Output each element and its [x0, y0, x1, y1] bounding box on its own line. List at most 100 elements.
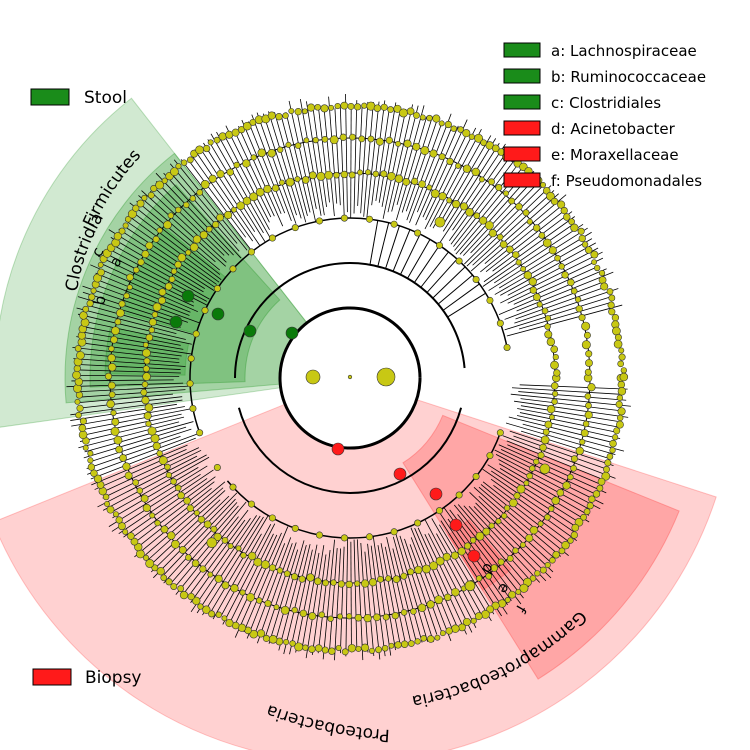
- leaf-node-large: [464, 580, 476, 592]
- leaf-node: [434, 595, 444, 605]
- leaf-node: [185, 249, 192, 256]
- leaf-node: [347, 644, 357, 653]
- leaf-node: [485, 572, 493, 580]
- leaf-node: [598, 269, 606, 277]
- leaf-node: [526, 218, 533, 225]
- leaf-node: [76, 351, 85, 360]
- leaf-node: [394, 174, 404, 184]
- leaf-node: [516, 484, 526, 494]
- leaf-node: [585, 402, 592, 409]
- leaf-node: [491, 601, 500, 610]
- leaf-node: [551, 398, 558, 405]
- leaf-node: [168, 276, 176, 283]
- leaf-node: [570, 287, 578, 295]
- leaf-node: [611, 314, 620, 322]
- leaf-node: [143, 411, 152, 420]
- leaf-node: [504, 597, 511, 603]
- leaf-node: [534, 570, 541, 577]
- leaf-node: [567, 278, 575, 287]
- leaf-node: [154, 519, 161, 527]
- leaf-node: [515, 259, 522, 266]
- leaf-node: [586, 502, 594, 510]
- leaf-node: [275, 113, 283, 121]
- leaf-node: [570, 465, 577, 472]
- leaf-node: [337, 613, 343, 620]
- leaf-node: [277, 146, 284, 153]
- leaf-node: [289, 640, 296, 647]
- leaf-node: [90, 469, 98, 477]
- leaf-node: [267, 111, 276, 120]
- leaf-node: [202, 605, 211, 614]
- leaf-node: [303, 137, 310, 144]
- leaf-node: [249, 192, 259, 202]
- inner-node: [213, 285, 221, 293]
- inner-node: [486, 296, 494, 304]
- leaf-node: [175, 206, 182, 214]
- leaf-node: [553, 369, 561, 377]
- leaf-node: [174, 484, 182, 492]
- group-legend-stool: Stool: [30, 88, 127, 108]
- leaf-node: [532, 224, 541, 232]
- leaf-node: [380, 170, 388, 178]
- leaf-node: [484, 220, 494, 230]
- leaf-node: [617, 407, 626, 416]
- leaf-node: [585, 350, 593, 358]
- leaf-node: [160, 574, 168, 582]
- leaf-node: [118, 227, 126, 235]
- leaf-node: [334, 102, 341, 110]
- leaf-node: [546, 337, 556, 347]
- leaf-node: [267, 148, 276, 158]
- inner-node: [496, 319, 504, 327]
- leaf-node: [164, 282, 173, 291]
- leaf-node: [197, 603, 204, 610]
- leaf-node: [592, 490, 601, 498]
- leaf-node: [438, 120, 445, 127]
- leaf-node: [152, 235, 160, 243]
- root-node-left: [305, 369, 321, 385]
- leaf-node: [394, 641, 402, 649]
- stool-marker-node: [181, 289, 195, 303]
- leaf-node: [144, 403, 154, 413]
- inner-node: [365, 533, 373, 541]
- leaf-node: [93, 273, 102, 283]
- leaf-node: [455, 162, 462, 169]
- leaf-node: [391, 612, 399, 620]
- leaf-node: [111, 326, 120, 336]
- leaf-node: [570, 223, 579, 232]
- leaf-node: [294, 142, 302, 149]
- leaf-node: [523, 271, 533, 280]
- leaf-node: [584, 246, 593, 254]
- leaf-node: [183, 496, 191, 505]
- leaf-node: [427, 635, 435, 643]
- leaf-node: [536, 301, 543, 308]
- leaf-node: [306, 573, 315, 582]
- inner-node: [187, 355, 195, 363]
- leaf-node: [93, 474, 103, 483]
- biopsy-marker-node: [449, 518, 463, 532]
- leaf-node: [193, 510, 200, 516]
- leaf-node: [462, 617, 471, 626]
- leaf-node: [346, 613, 353, 620]
- leaf-node: [375, 646, 383, 654]
- leaf-node: [578, 314, 586, 322]
- inner-node: [196, 429, 204, 437]
- leaf-node: [377, 575, 384, 583]
- leaf-node: [435, 556, 445, 566]
- leaf-node: [255, 597, 263, 604]
- leaf-node: [177, 491, 185, 500]
- leaf-node: [400, 640, 409, 648]
- inner-node: [455, 491, 463, 499]
- leaf-node: [178, 546, 187, 554]
- leaf-node: [199, 565, 207, 573]
- leaf-node: [301, 176, 310, 184]
- leaf-node: [150, 184, 158, 192]
- leaf-node: [339, 133, 347, 141]
- inner-node: [365, 215, 373, 223]
- leaf-node: [616, 394, 623, 401]
- leaf-node: [392, 575, 401, 583]
- leaf-node: [314, 644, 323, 653]
- leaf-node: [512, 251, 520, 259]
- leaf-node: [79, 417, 87, 425]
- clade-label-b: b: [90, 294, 109, 307]
